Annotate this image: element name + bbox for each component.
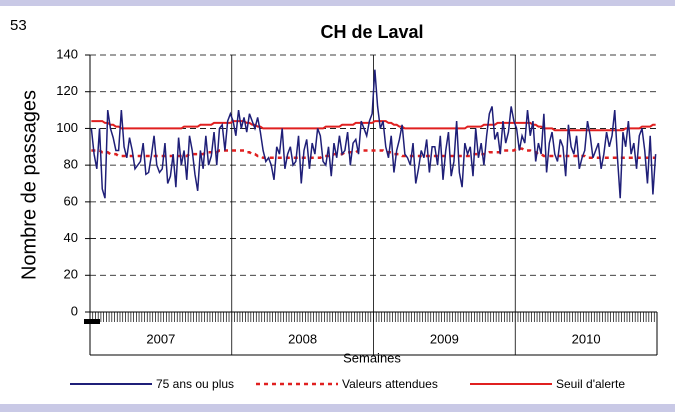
x-group-label: 2007 xyxy=(146,331,175,346)
y-tick-label: 100 xyxy=(56,120,78,135)
y-tick-label: 80 xyxy=(64,157,78,172)
x-group-label: 2008 xyxy=(288,331,317,346)
chart-title: CH de Laval xyxy=(320,22,423,42)
legend-label: 75 ans ou plus xyxy=(156,377,234,391)
bottom-band xyxy=(0,404,675,412)
y-tick-label: 0 xyxy=(71,303,78,318)
x-group-label: 2010 xyxy=(572,331,601,346)
series-line xyxy=(91,147,656,160)
top-band xyxy=(0,0,675,6)
axis-marker xyxy=(84,319,100,324)
x-group-label: 2009 xyxy=(430,331,459,346)
y-tick-label: 140 xyxy=(56,46,78,61)
legend-label: Valeurs attendues xyxy=(342,377,438,391)
legend-label: Seuil d'alerte xyxy=(556,377,625,391)
y-tick-label: 120 xyxy=(56,83,78,98)
y-tick-label: 60 xyxy=(64,193,78,208)
x-axis-label: Semaines xyxy=(343,350,401,365)
y-axis-label: Nombre de passages xyxy=(18,90,40,280)
series-line xyxy=(91,120,656,132)
y-tick-label: 40 xyxy=(64,230,78,245)
page-number: 53 xyxy=(10,17,27,34)
y-tick-label: 20 xyxy=(64,267,78,282)
series-line xyxy=(90,69,657,199)
